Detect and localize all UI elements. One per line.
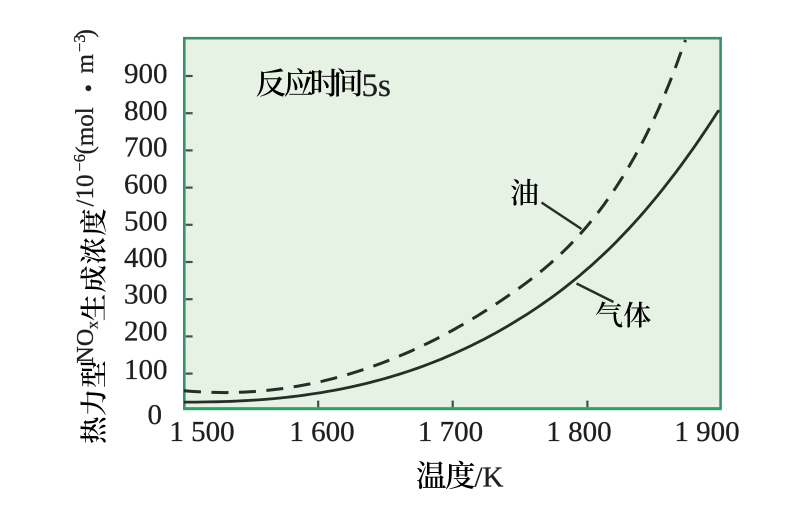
svg-text:(mol: (mol bbox=[72, 107, 99, 154]
svg-text:900: 900 bbox=[124, 58, 168, 90]
svg-text:5s: 5s bbox=[362, 68, 391, 104]
svg-text:/10: /10 bbox=[72, 175, 99, 207]
svg-text:700: 700 bbox=[124, 132, 168, 164]
svg-text:−3: −3 bbox=[70, 34, 89, 52]
svg-text:400: 400 bbox=[124, 242, 168, 274]
svg-text:m: m bbox=[72, 54, 99, 74]
svg-text:): ) bbox=[72, 29, 99, 37]
svg-text:x: x bbox=[85, 321, 102, 329]
svg-text:600: 600 bbox=[124, 169, 168, 201]
svg-text:300: 300 bbox=[124, 279, 168, 311]
svg-text:−6: −6 bbox=[70, 154, 89, 172]
svg-text:1 700: 1 700 bbox=[418, 416, 483, 448]
svg-text:1 600: 1 600 bbox=[289, 416, 354, 448]
svg-text:/K: /K bbox=[475, 462, 504, 494]
svg-text:100: 100 bbox=[124, 354, 168, 386]
svg-text:0: 0 bbox=[148, 399, 163, 431]
svg-text:800: 800 bbox=[124, 95, 168, 127]
svg-text:NO: NO bbox=[73, 329, 99, 364]
svg-text:500: 500 bbox=[124, 205, 168, 237]
svg-text:1 500: 1 500 bbox=[169, 416, 234, 448]
svg-text:1 800: 1 800 bbox=[546, 416, 611, 448]
svg-text:200: 200 bbox=[124, 316, 168, 348]
svg-text:1 900: 1 900 bbox=[674, 416, 739, 448]
